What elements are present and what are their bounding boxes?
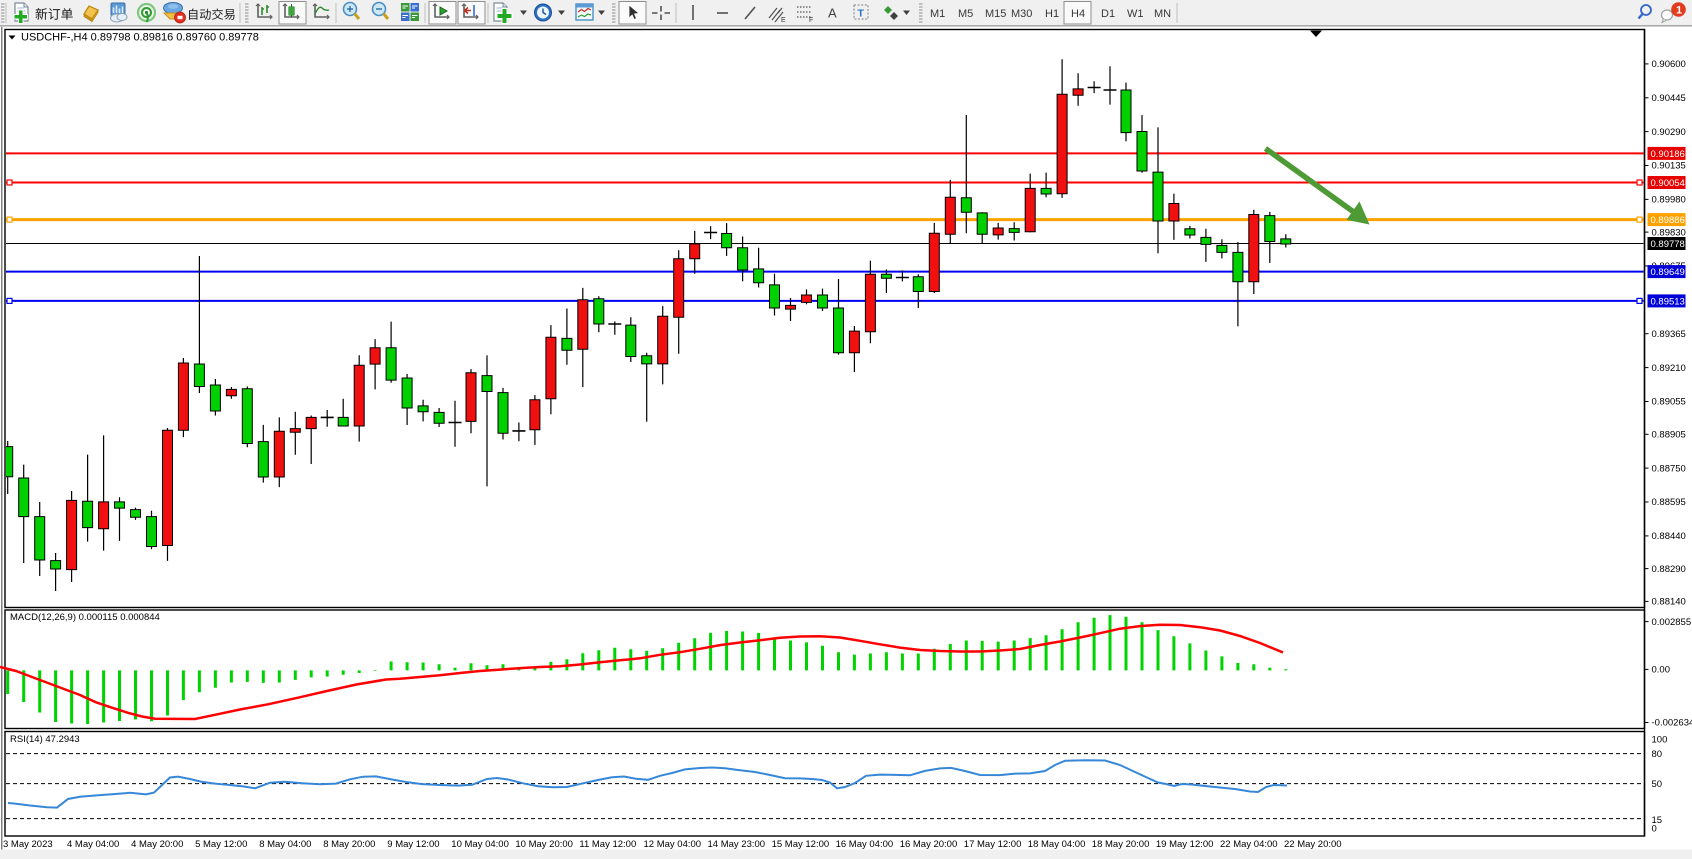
svg-text:8 May 04:00: 8 May 04:00 — [259, 839, 311, 850]
svg-text:0.90135: 0.90135 — [1652, 161, 1686, 172]
svg-text:9 May 12:00: 9 May 12:00 — [387, 839, 439, 850]
svg-text:22 May 04:00: 22 May 04:00 — [1220, 839, 1278, 850]
svg-text:0: 0 — [1652, 824, 1657, 835]
svg-text:4 May 20:00: 4 May 20:00 — [131, 839, 183, 850]
svg-text:E: E — [781, 17, 786, 24]
svg-text:10 May 20:00: 10 May 20:00 — [515, 839, 573, 850]
svg-text:100: 100 — [1652, 735, 1668, 746]
svg-text:0.90290: 0.90290 — [1652, 127, 1686, 138]
svg-text:0.89830: 0.89830 — [1652, 227, 1686, 238]
svg-text:50: 50 — [1652, 779, 1663, 790]
svg-text:8 May 20:00: 8 May 20:00 — [323, 839, 375, 850]
svg-text:0.002855: 0.002855 — [1652, 617, 1692, 628]
svg-text:0.90445: 0.90445 — [1652, 93, 1686, 104]
svg-text:0.88290: 0.88290 — [1652, 564, 1686, 575]
svg-text:18 May 20:00: 18 May 20:00 — [1092, 839, 1150, 850]
svg-text:3 May 2023: 3 May 2023 — [3, 839, 53, 850]
svg-text:0.88750: 0.88750 — [1652, 463, 1686, 474]
svg-text:16 May 20:00: 16 May 20:00 — [900, 839, 958, 850]
svg-text:F: F — [809, 17, 813, 24]
svg-text:15: 15 — [1652, 815, 1663, 826]
svg-text:T: T — [858, 8, 865, 20]
svg-text:0.90600: 0.90600 — [1652, 59, 1686, 70]
svg-text:M5: M5 — [958, 8, 973, 20]
svg-text:10 May 04:00: 10 May 04:00 — [451, 839, 509, 850]
svg-text:12 May 04:00: 12 May 04:00 — [644, 839, 702, 850]
svg-text:80: 80 — [1652, 749, 1663, 760]
svg-text:14 May 23:00: 14 May 23:00 — [708, 839, 766, 850]
svg-text:MACD(12,26,9) 0.000115 0.00084: MACD(12,26,9) 0.000115 0.000844 — [10, 612, 160, 623]
svg-text:M30: M30 — [1011, 8, 1032, 20]
svg-text:0.89055: 0.89055 — [1652, 397, 1686, 408]
svg-text:1: 1 — [1676, 4, 1682, 16]
svg-text:0.89513: 0.89513 — [1651, 296, 1685, 307]
svg-text:19 May 12:00: 19 May 12:00 — [1156, 839, 1214, 850]
svg-text:0.90054: 0.90054 — [1651, 178, 1685, 189]
svg-text:USDCHF-,H4 0.89798 0.89816 0.: USDCHF-,H4 0.89798 0.89816 0.89760 0.897… — [21, 32, 259, 44]
svg-text:0.88140: 0.88140 — [1652, 597, 1686, 608]
svg-text:15 May 12:00: 15 May 12:00 — [772, 839, 830, 850]
svg-text:0.89886: 0.89886 — [1651, 215, 1685, 226]
svg-text:0.00: 0.00 — [1652, 665, 1671, 676]
svg-text:M15: M15 — [985, 8, 1006, 20]
svg-text:-0.002634: -0.002634 — [1652, 718, 1692, 729]
svg-text:D1: D1 — [1101, 8, 1115, 20]
svg-text:A: A — [828, 6, 837, 21]
svg-text:18 May 04:00: 18 May 04:00 — [1028, 839, 1086, 850]
svg-text:4 May 04:00: 4 May 04:00 — [67, 839, 119, 850]
svg-text:22 May 20:00: 22 May 20:00 — [1284, 839, 1342, 850]
svg-text:0.88905: 0.88905 — [1652, 430, 1686, 441]
svg-text:17 May 12:00: 17 May 12:00 — [964, 839, 1022, 850]
svg-text:5 May 12:00: 5 May 12:00 — [195, 839, 247, 850]
svg-text:RSI(14) 47.2943: RSI(14) 47.2943 — [10, 734, 80, 745]
svg-text:0.89210: 0.89210 — [1652, 363, 1686, 374]
svg-text:MN: MN — [1154, 8, 1171, 20]
svg-text:M1: M1 — [930, 8, 945, 20]
svg-text:H1: H1 — [1045, 8, 1059, 20]
svg-text:0.90186: 0.90186 — [1651, 149, 1685, 160]
svg-text:0.89649: 0.89649 — [1651, 267, 1685, 278]
svg-text:0.89365: 0.89365 — [1652, 329, 1686, 340]
svg-text:16 May 04:00: 16 May 04:00 — [836, 839, 894, 850]
svg-text:H4: H4 — [1071, 8, 1085, 20]
svg-text:0.89778: 0.89778 — [1651, 239, 1685, 250]
svg-text:11 May 12:00: 11 May 12:00 — [579, 839, 636, 850]
svg-text:0.89980: 0.89980 — [1652, 195, 1686, 206]
svg-text:W1: W1 — [1127, 8, 1144, 20]
svg-text:0.88595: 0.88595 — [1652, 497, 1686, 508]
svg-text:0.88440: 0.88440 — [1652, 531, 1686, 542]
